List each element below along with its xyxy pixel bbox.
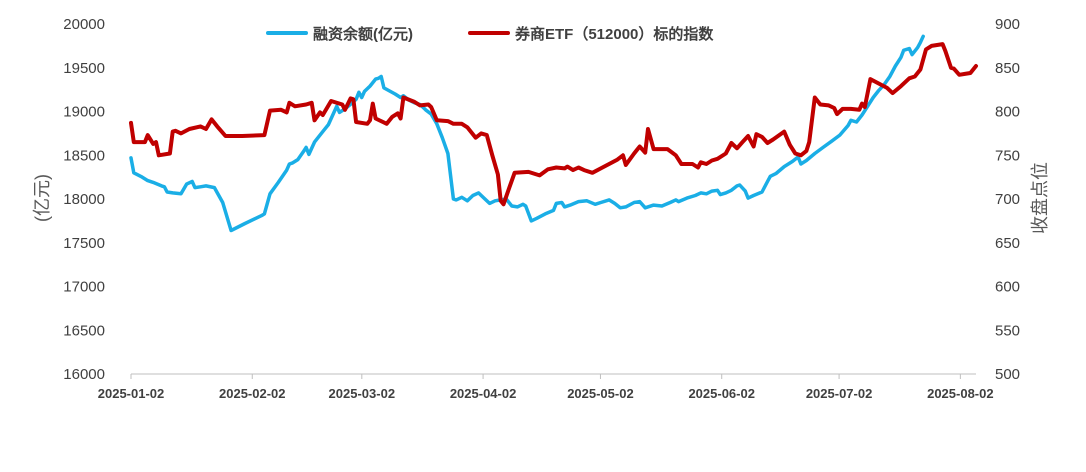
y-left-tick-label: 16500 (63, 322, 105, 339)
x-tick-label: 2025-01-02 (98, 386, 165, 401)
y-left-tick-label: 18500 (63, 147, 105, 164)
y-left-tick-label: 19000 (63, 104, 105, 121)
y-right-tick-label: 600 (995, 279, 1020, 296)
y-right-tick-label: 550 (995, 322, 1020, 339)
y-right-tick-label: 900 (995, 16, 1020, 33)
series-layer (129, 34, 978, 233)
x-tick-label: 2025-05-02 (567, 386, 634, 401)
x-tick-label: 2025-04-02 (450, 386, 517, 401)
x-tick-label: 2025-03-02 (329, 386, 396, 401)
y-axis-right: 500 550 600 650 700 750 800 850 900 (995, 16, 1020, 383)
y-left-tick-label: 17000 (63, 279, 105, 296)
y-right-tick-label: 700 (995, 191, 1020, 208)
y-right-tick-label: 500 (995, 366, 1020, 383)
y-right-tick-label: 650 (995, 235, 1020, 252)
y-left-tick-label: 16000 (63, 366, 105, 383)
y-right-tick-label: 750 (995, 147, 1020, 164)
y-right-tick-label: 850 (995, 60, 1020, 77)
y-left-tick-label: 19500 (63, 60, 105, 77)
y-left-tick-label: 17500 (63, 235, 105, 252)
x-axis: 2025-01-02 2025-02-02 2025-03-02 2025-04-02… (98, 374, 994, 401)
y-axis-left-title: (亿元) (32, 174, 52, 222)
y-axis-left: 16000 16500 17000 17500 18000 18500 19000 19500… (63, 16, 105, 383)
legend-label-broker-etf-index: 券商ETF（512000）标的指数 (515, 25, 714, 43)
y-right-tick-label: 800 (995, 104, 1020, 121)
series-line-broker-etf-index (129, 42, 978, 207)
x-tick-label: 2025-06-02 (688, 386, 755, 401)
series-line-margin-balance (129, 34, 925, 233)
x-tick-label: 2025-07-02 (806, 386, 873, 401)
legend: 融资余额(亿元) 券商ETF（512000）标的指数 (266, 25, 714, 43)
y-axis-right-title: 收盘点位 (1030, 162, 1050, 234)
y-left-tick-label: 20000 (63, 16, 105, 33)
x-tick-label: 2025-02-02 (219, 386, 286, 401)
legend-label-margin-balance: 融资余额(亿元) (313, 25, 413, 43)
x-tick-label: 2025-08-02 (927, 386, 994, 401)
y-left-tick-label: 18000 (63, 191, 105, 208)
